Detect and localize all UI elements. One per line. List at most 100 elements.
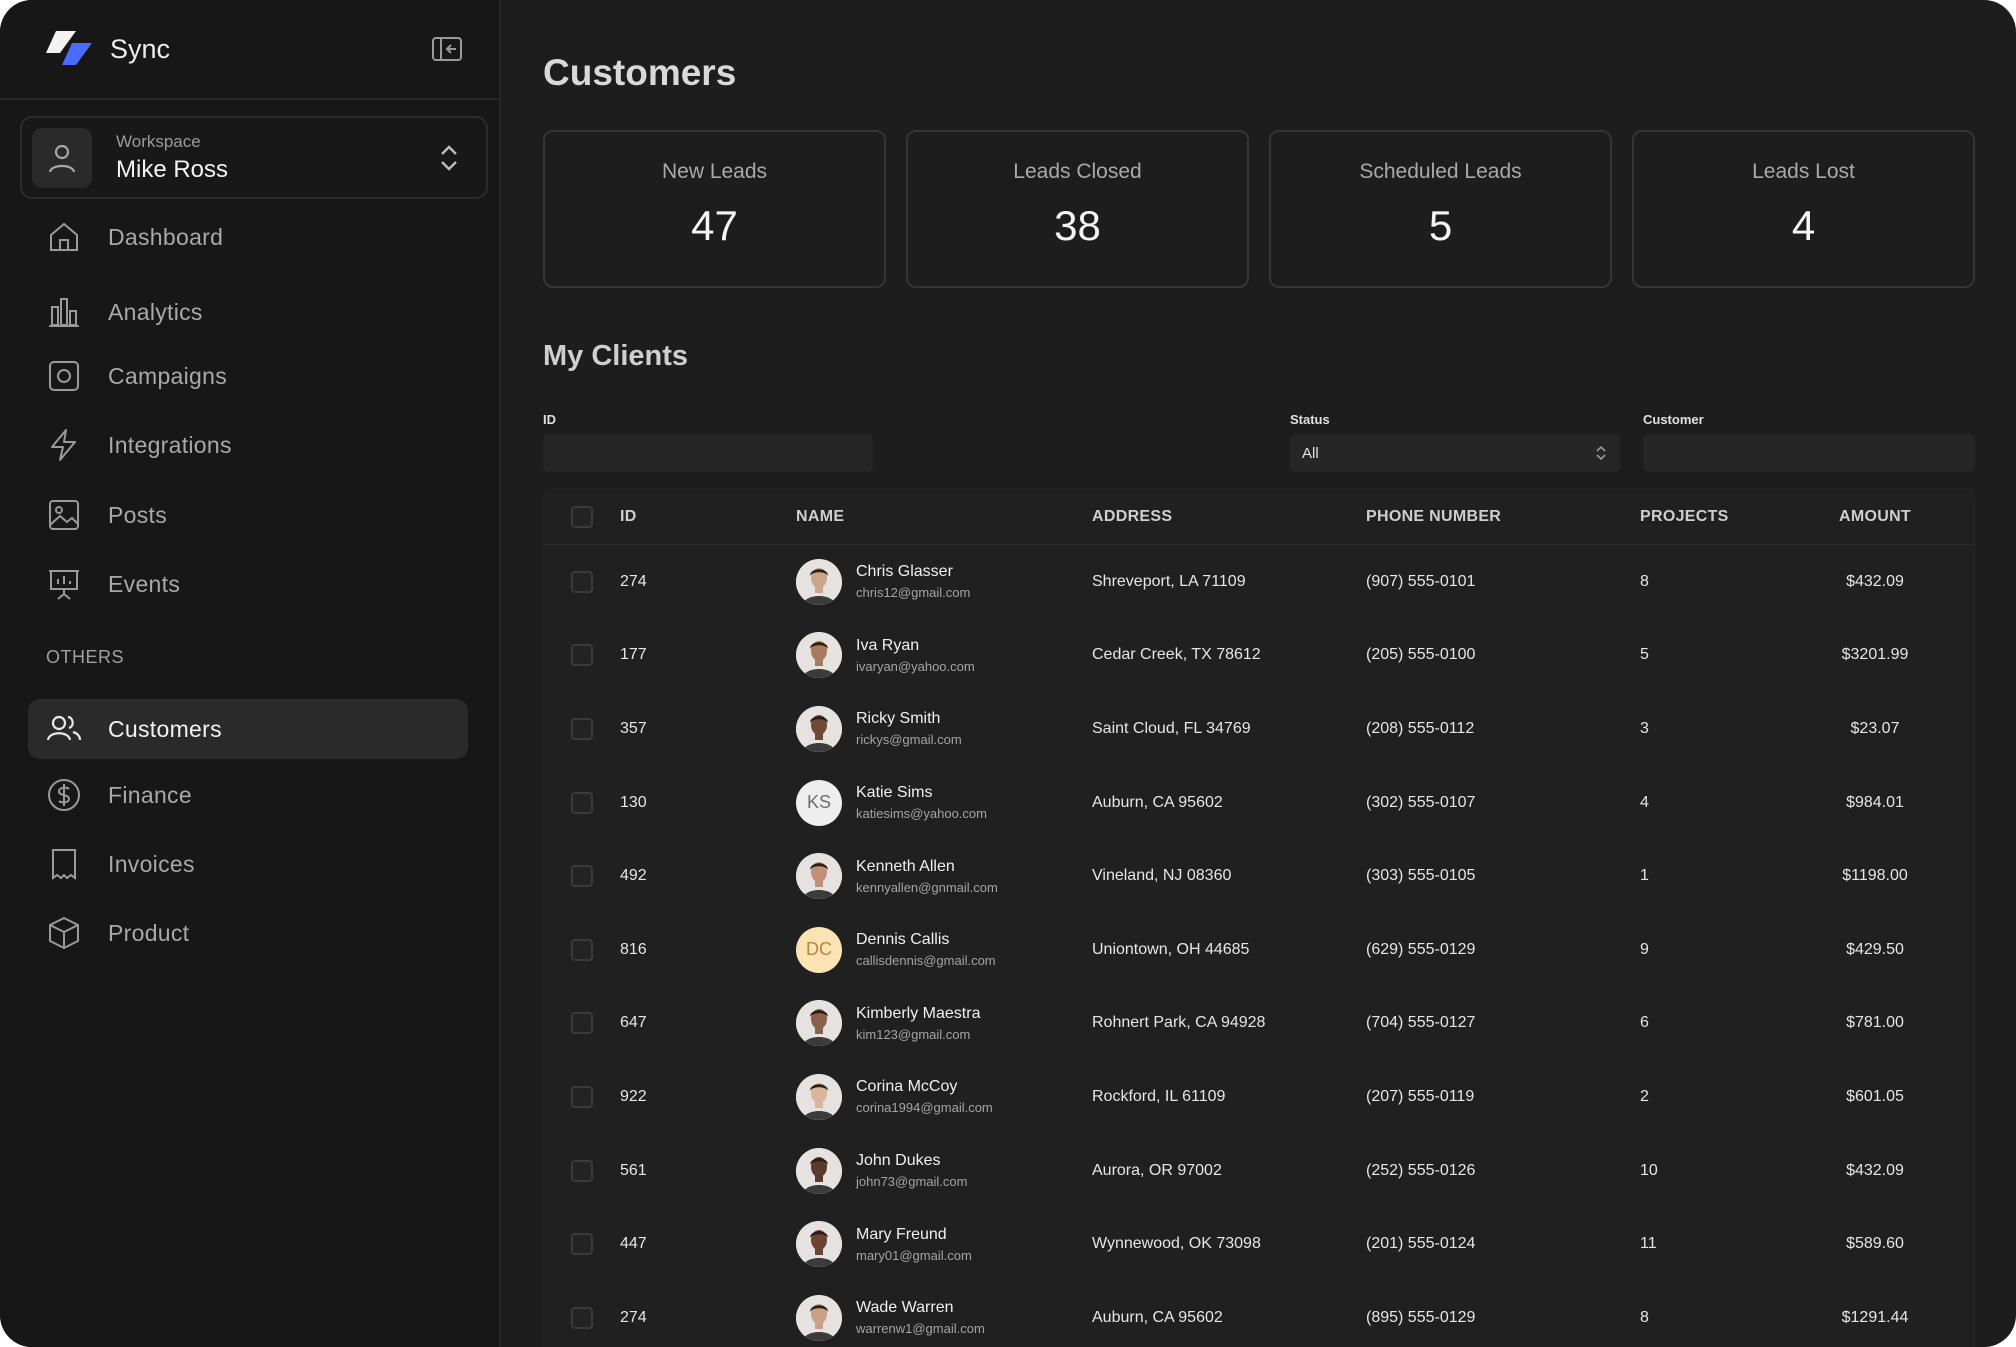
nav-item-product[interactable]: Product [28, 903, 468, 963]
row-checkbox[interactable] [571, 791, 593, 814]
nav-item-customers[interactable]: Customers [28, 699, 468, 759]
table-row[interactable]: 492 Kenneth Allen kennyallen@gnmail.com … [544, 839, 1974, 913]
table-row[interactable]: 816 DC Dennis Callis callisdennis@gmail.… [544, 913, 1974, 987]
table-row[interactable]: 177 Iva Ryan ivaryan@yahoo.com Cedar Cre… [544, 619, 1974, 693]
avatar [796, 705, 842, 752]
column-header-address[interactable]: ADDRESS [1092, 507, 1173, 525]
workspace-switcher[interactable]: Workspace Mike Ross [20, 116, 488, 199]
clients-section-title: My Clients [543, 340, 689, 372]
client-email: ivaryan@yahoo.com [856, 658, 975, 674]
name-block: Mary Freund mary01@gmail.com [856, 1226, 972, 1263]
row-checkbox[interactable] [571, 1233, 593, 1256]
status-filter-select[interactable]: All [1290, 434, 1620, 472]
cell-amount: $429.50 [1846, 940, 1904, 958]
stat-card-leads-lost: Leads Lost 4 [1632, 130, 1975, 288]
cell-name: Mary Freund mary01@gmail.com [796, 1221, 1092, 1268]
table-row[interactable]: 274 Wade Warren warrenw1@gmail.com Aubur… [544, 1281, 1974, 1347]
table-row[interactable]: 357 Ricky Smith rickys@gmail.com Saint C… [544, 692, 1974, 766]
client-email: callisdennis@gmail.com [856, 953, 996, 969]
bar-chart-icon [46, 294, 82, 330]
cell-id: 561 [620, 1161, 647, 1179]
cell-amount: $432.09 [1846, 1161, 1904, 1179]
cell-address: Rockford, IL 61109 [1092, 1087, 1226, 1105]
cell-name: Corina McCoy corina1994@gmail.com [796, 1073, 1092, 1120]
row-checkbox[interactable] [571, 1306, 593, 1329]
cell-projects: 5 [1640, 646, 1649, 664]
client-email: kim123@gmail.com [856, 1026, 971, 1042]
column-header-phone[interactable]: PHONE NUMBER [1366, 507, 1502, 525]
cell-phone: (205) 555-0100 [1366, 646, 1476, 664]
nav-item-events[interactable]: Events [28, 554, 468, 614]
id-filter-input[interactable] [543, 434, 873, 472]
client-email: corina1994@gmail.com [856, 1100, 993, 1116]
row-checkbox[interactable] [571, 938, 593, 961]
avatar-photo-icon [796, 1000, 842, 1047]
row-checkbox[interactable] [571, 865, 593, 888]
customer-filter-input[interactable] [1643, 434, 1975, 472]
nav-item-invoices[interactable]: Invoices [28, 834, 468, 894]
cell-phone: (252) 555-0126 [1366, 1161, 1476, 1179]
cell-projects: 2 [1640, 1087, 1649, 1105]
cell-address: Wynnewood, OK 73098 [1092, 1235, 1261, 1253]
table-row[interactable]: 647 Kimberly Maestra kim123@gmail.com Ro… [544, 987, 1974, 1061]
box-icon [46, 915, 82, 951]
nav-item-integrations[interactable]: Integrations [28, 415, 468, 475]
nav-label: Campaigns [108, 362, 228, 389]
cell-address: Auburn, CA 95602 [1092, 793, 1223, 811]
chevron-up-down-icon[interactable] [434, 140, 464, 176]
brand-name: Sync [110, 33, 171, 64]
table-row[interactable]: 922 Corina McCoy corina1994@gmail.com Ro… [544, 1060, 1974, 1134]
cell-id: 647 [620, 1014, 647, 1032]
column-header-amount[interactable]: AMOUNT [1838, 507, 1911, 525]
nav-item-dashboard[interactable]: Dashboard [28, 207, 468, 267]
row-checkbox[interactable] [571, 1012, 593, 1035]
row-select-cell [544, 1159, 620, 1182]
row-select-cell [544, 644, 620, 667]
column-header-id[interactable]: ID [620, 507, 637, 525]
stat-card-new-leads: New Leads 47 [543, 130, 886, 288]
clients-table: ID NAME ADDRESS PHONE NUMBER PROJECTS AM… [543, 488, 1975, 1347]
row-checkbox[interactable] [571, 1159, 593, 1182]
cell-amount: $1198.00 [1842, 867, 1908, 885]
cell-amount: $23.07 [1850, 719, 1900, 737]
name-block: Chris Glasser chris12@gmail.com [856, 563, 970, 600]
cell-address: Uniontown, OH 44685 [1092, 940, 1250, 958]
table-row[interactable]: 561 John Dukes john73@gmail.com Aurora, … [544, 1134, 1974, 1208]
table-row[interactable]: 447 Mary Freund mary01@gmail.com Wynnewo… [544, 1207, 1974, 1281]
cell-address: Auburn, CA 95602 [1092, 1308, 1223, 1326]
column-header-projects[interactable]: PROJECTS [1640, 507, 1729, 525]
nav-item-analytics[interactable]: Analytics [28, 282, 468, 342]
cell-phone: (629) 555-0129 [1366, 940, 1476, 958]
cell-address: Vineland, NJ 08360 [1092, 867, 1232, 885]
cell-projects: 1 [1640, 867, 1649, 885]
row-checkbox[interactable] [571, 1085, 593, 1108]
nav-item-posts[interactable]: Posts [28, 485, 468, 545]
table-row[interactable]: 274 Chris Glasser chris12@gmail.com Shre… [544, 545, 1974, 619]
cell-phone: (303) 555-0105 [1366, 867, 1476, 885]
nav-item-campaigns[interactable]: Campaigns [28, 346, 468, 406]
avatar-photo-icon [796, 705, 842, 752]
select-all-checkbox[interactable] [571, 505, 593, 528]
column-header-name[interactable]: NAME [796, 507, 845, 525]
cell-name: John Dukes john73@gmail.com [796, 1147, 1092, 1194]
row-checkbox[interactable] [571, 570, 593, 593]
avatar [796, 1221, 842, 1268]
row-checkbox[interactable] [571, 717, 593, 740]
cell-projects: 9 [1640, 940, 1649, 958]
client-name: Kenneth Allen [856, 857, 955, 875]
client-email: warrenw1@gmail.com [856, 1321, 985, 1337]
table-row[interactable]: 130 KS Katie Sims katiesims@yahoo.com Au… [544, 766, 1974, 840]
nav-item-finance[interactable]: Finance [28, 765, 468, 825]
name-block: Kimberly Maestra kim123@gmail.com [856, 1005, 980, 1042]
cell-amount: $1291.44 [1841, 1308, 1909, 1326]
cell-id: 922 [620, 1087, 647, 1105]
stat-label: New Leads [661, 160, 768, 183]
row-checkbox[interactable] [571, 644, 593, 667]
cell-name: Wade Warren warrenw1@gmail.com [796, 1294, 1092, 1341]
nav-label: Analytics [108, 298, 203, 325]
camera-square-icon [46, 358, 82, 394]
cell-id: 274 [620, 1308, 647, 1326]
others-section-label: OTHERS [46, 647, 125, 667]
collapse-sidebar-icon[interactable] [431, 35, 463, 63]
status-filter-value: All [1302, 444, 1319, 462]
